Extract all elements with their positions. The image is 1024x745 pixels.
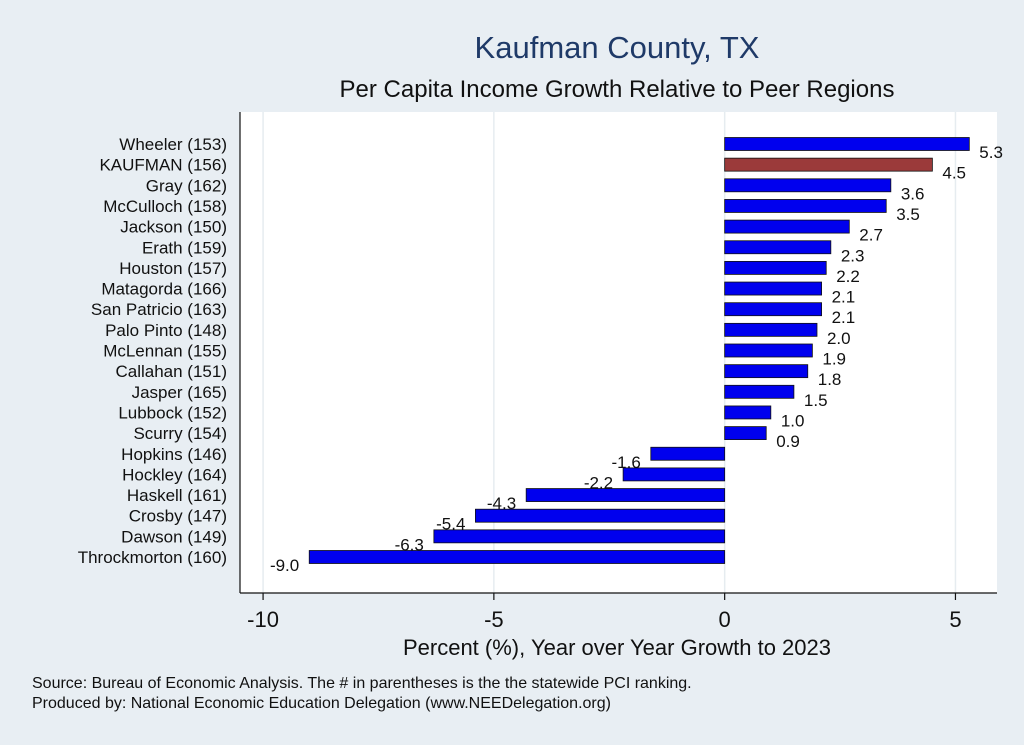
- bar: [724, 384, 795, 399]
- value-label: 2.1: [832, 308, 856, 327]
- bar: [724, 343, 813, 358]
- category-label: Palo Pinto (148): [105, 321, 227, 340]
- category-label: Hockley (164): [122, 465, 227, 484]
- value-label: 1.0: [781, 411, 805, 430]
- category-label: Jasper (165): [132, 383, 227, 402]
- category-label: Throckmorton (160): [78, 548, 227, 567]
- x-tick-label: -10: [247, 607, 279, 632]
- value-label: -1.6: [612, 453, 641, 472]
- value-label: 2.0: [827, 329, 851, 348]
- value-label: 4.5: [942, 164, 966, 183]
- value-label: -2.2: [584, 473, 613, 492]
- x-axis: -10 -5 0 5: [239, 112, 997, 632]
- value-label: -4.3: [487, 494, 516, 513]
- category-label: Hopkins (146): [121, 445, 227, 464]
- category-label: Erath (159): [142, 238, 227, 257]
- bar-highlight: [724, 157, 933, 172]
- bar: [622, 467, 726, 482]
- bar: [724, 178, 892, 193]
- value-label: 2.7: [859, 226, 883, 245]
- value-label: -6.3: [395, 535, 424, 554]
- bar: [433, 529, 726, 544]
- category-label: Scurry (154): [133, 424, 227, 443]
- value-label: 2.3: [841, 246, 865, 265]
- category-label: Wheeler (153): [119, 135, 227, 154]
- bar: [525, 488, 726, 502]
- bars: [308, 137, 970, 564]
- category-label: Dawson (149): [121, 527, 227, 546]
- x-tick-label: -5: [484, 607, 504, 632]
- value-label: 5.3: [979, 143, 1003, 162]
- bar: [475, 508, 726, 523]
- category-label: Gray (162): [146, 176, 227, 195]
- category-label: San Patricio (163): [91, 300, 227, 319]
- bar: [724, 405, 772, 420]
- category-label: Crosby (147): [129, 507, 227, 526]
- bar: [308, 550, 726, 564]
- produced-by-note: Produced by: National Economic Education…: [32, 695, 611, 712]
- bar: [724, 260, 827, 275]
- source-note: Source: Bureau of Economic Analysis. The…: [32, 675, 692, 692]
- value-label: 0.9: [776, 432, 800, 451]
- category-label: KAUFMAN (156): [99, 156, 227, 175]
- value-label: 1.5: [804, 391, 828, 410]
- category-label: McLennan (155): [103, 342, 227, 361]
- x-axis-title: Percent (%), Year over Year Growth to 20…: [403, 635, 831, 660]
- category-label: Haskell (161): [127, 486, 227, 505]
- bar: [724, 426, 767, 441]
- category-label: Houston (157): [119, 259, 227, 278]
- bar: [650, 446, 726, 461]
- category-label: Callahan (151): [115, 362, 227, 381]
- category-label: Jackson (150): [120, 218, 227, 237]
- value-label: -9.0: [270, 556, 299, 575]
- category-label: Matagorda (166): [101, 280, 227, 299]
- chart-subtitle: Per Capita Income Growth Relative to Pee…: [340, 76, 895, 103]
- value-label: 2.2: [836, 267, 860, 286]
- bar: [724, 364, 809, 379]
- category-label: Lubbock (152): [118, 403, 227, 422]
- value-label: 1.9: [822, 350, 846, 369]
- bar: [724, 199, 887, 213]
- x-tick-label: 0: [719, 607, 731, 632]
- value-label: 3.6: [901, 184, 925, 203]
- bar: [724, 281, 822, 296]
- bar: [724, 322, 818, 337]
- bar: [724, 137, 970, 151]
- category-label: McCulloch (158): [103, 197, 227, 216]
- labels: Wheeler (153) 5.3 KAUFMAN (156) 4.5 Gray (16…: [78, 135, 1003, 575]
- value-label: -5.4: [436, 515, 465, 534]
- bar: [724, 240, 832, 255]
- value-label: 3.5: [896, 205, 920, 224]
- bar: [724, 219, 850, 234]
- bar: [724, 302, 822, 317]
- x-tick-label: 5: [949, 607, 961, 632]
- value-label: 1.8: [818, 370, 842, 389]
- chart-title: Kaufman County, TX: [475, 30, 760, 65]
- value-label: 2.1: [832, 288, 856, 307]
